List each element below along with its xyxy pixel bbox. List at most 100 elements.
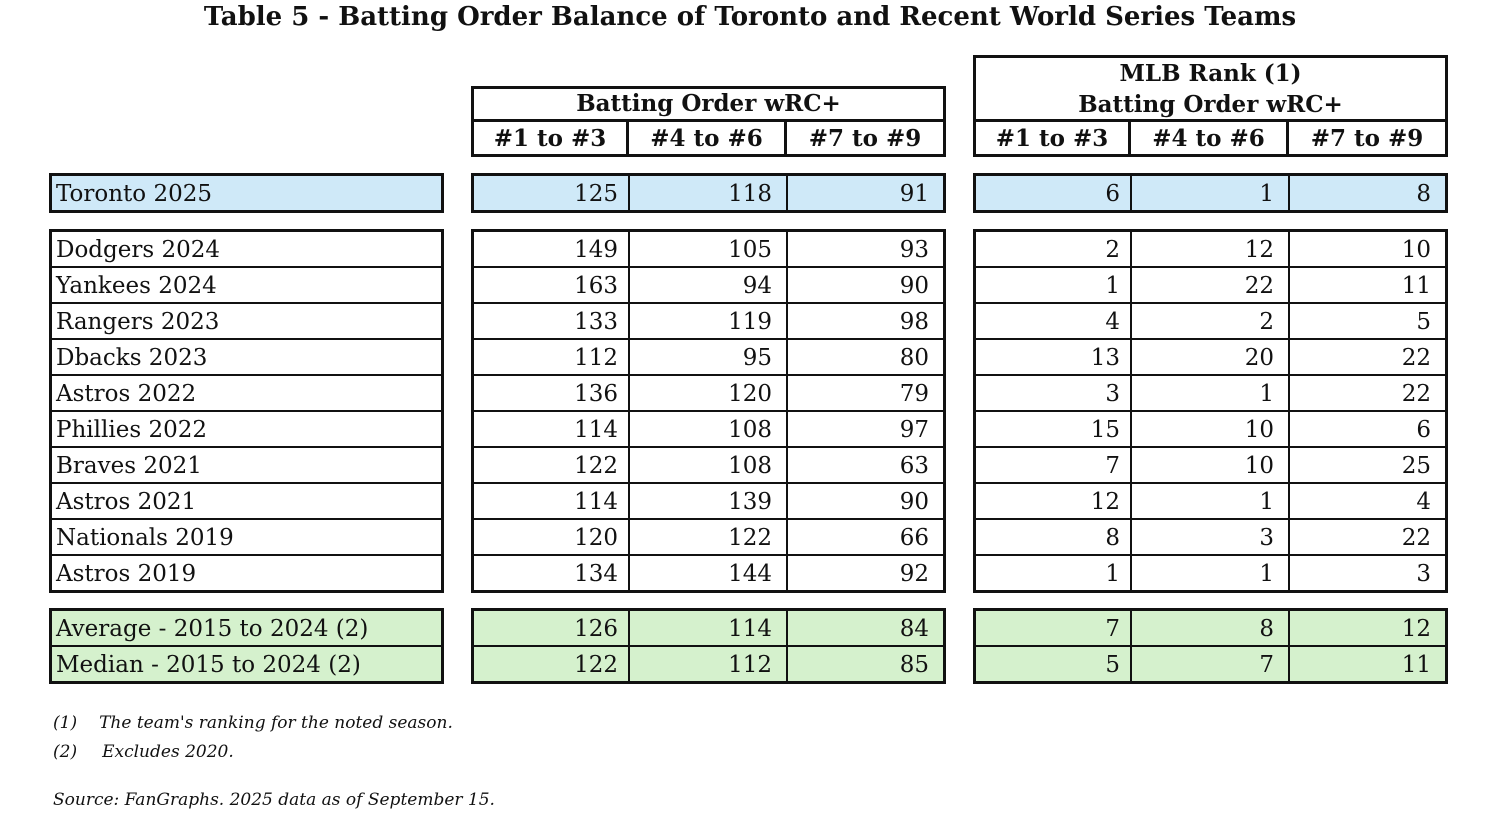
team-name: Median - 2015 to 2024 (2) xyxy=(56,652,361,678)
rank-value-3: 5 xyxy=(1288,304,1445,340)
rank-value-2: 2 xyxy=(1130,304,1288,340)
rank-value-3: 22 xyxy=(1288,520,1445,556)
wrc-value-2: 118 xyxy=(628,176,786,212)
summary-rank: 7 8 12 5 7 11 xyxy=(973,608,1448,684)
rank-value-1: 15 xyxy=(1090,417,1120,443)
table-row: 8 3 22 xyxy=(976,518,1445,556)
rank-value-3: 8 xyxy=(1288,176,1445,212)
team-name: Astros 2021 xyxy=(56,489,197,515)
wrc-col-header-1: #1 to #3 xyxy=(471,119,629,157)
team-name-row: Median - 2015 to 2024 (2) xyxy=(52,645,441,683)
wrc-value-1: 114 xyxy=(574,489,618,515)
wrc-group-label: Batting Order wRC+ xyxy=(576,90,841,117)
wrc-value-1: 133 xyxy=(574,309,618,335)
summary-names: Average - 2015 to 2024 (2) Median - 2015 … xyxy=(49,608,444,684)
rank-value-1: 12 xyxy=(1090,489,1120,515)
table-row: 136 120 79 xyxy=(474,374,943,412)
table-row: 1 22 11 xyxy=(976,266,1445,304)
rank-value-1: 5 xyxy=(1105,652,1120,678)
rank-value-3: 12 xyxy=(1288,611,1445,647)
rank-value-3: 11 xyxy=(1288,268,1445,304)
table-row: 125 118 91 xyxy=(474,176,943,212)
rank-value-2: 8 xyxy=(1130,611,1288,647)
table-row: 114 139 90 xyxy=(474,482,943,520)
wrc-value-3: 63 xyxy=(786,448,943,484)
table-row: 2 12 10 xyxy=(976,232,1445,268)
rank-group-label-2: Batting Order wRC+ xyxy=(1078,91,1343,118)
wrc-value-1: 149 xyxy=(574,237,618,263)
wrc-value-1: 114 xyxy=(574,417,618,443)
table-row: 3 1 22 xyxy=(976,374,1445,412)
table-row: 149 105 93 xyxy=(474,232,943,268)
teams-wrc: 149 105 93 163 94 90 133 119 98 112 95 80 136 120 79 11… xyxy=(471,229,946,593)
table-row: 15 10 6 xyxy=(976,410,1445,448)
team-name-row: Astros 2019 xyxy=(52,554,441,592)
wrc-value-2: 112 xyxy=(628,647,786,683)
rank-value-1: 3 xyxy=(1105,381,1120,407)
wrc-value-3: 97 xyxy=(786,412,943,448)
wrc-value-1: 122 xyxy=(574,453,618,479)
team-name-row: Dodgers 2024 xyxy=(52,232,441,268)
rank-col-header-3: #7 to #9 xyxy=(1286,119,1448,157)
wrc-value-3: 91 xyxy=(786,176,943,212)
rank-value-3: 11 xyxy=(1288,647,1445,683)
rank-value-2: 1 xyxy=(1130,556,1288,592)
team-name: Dbacks 2023 xyxy=(56,345,208,371)
rank-value-1: 13 xyxy=(1090,345,1120,371)
table-row: 112 95 80 xyxy=(474,338,943,376)
wrc-value-2: 94 xyxy=(628,268,786,304)
wrc-value-2: 105 xyxy=(628,232,786,268)
team-name-row: Astros 2022 xyxy=(52,374,441,412)
team-name: Astros 2022 xyxy=(56,381,197,407)
team-name-row: Astros 2021 xyxy=(52,482,441,520)
team-name-row: Rangers 2023 xyxy=(52,302,441,340)
table-row: 126 114 84 xyxy=(474,611,943,647)
table-row: 134 144 92 xyxy=(474,554,943,592)
wrc-value-1: 134 xyxy=(574,561,618,587)
wrc-value-3: 85 xyxy=(786,647,943,683)
team-name: Braves 2021 xyxy=(56,453,202,479)
rank-value-1: 7 xyxy=(1105,453,1120,479)
rank-value-2: 7 xyxy=(1130,647,1288,683)
team-name-row: Yankees 2024 xyxy=(52,266,441,304)
rank-value-2: 1 xyxy=(1130,376,1288,412)
rank-value-1: 1 xyxy=(1105,273,1120,299)
wrc-value-2: 144 xyxy=(628,556,786,592)
wrc-value-2: 108 xyxy=(628,412,786,448)
wrc-value-1: 122 xyxy=(574,652,618,678)
rank-value-1: 2 xyxy=(1105,237,1120,263)
rank-value-2: 10 xyxy=(1130,412,1288,448)
wrc-value-3: 80 xyxy=(786,340,943,376)
rank-value-1: 8 xyxy=(1105,525,1120,551)
wrc-group-header: Batting Order wRC+ xyxy=(471,86,946,122)
wrc-value-1: 136 xyxy=(574,381,618,407)
wrc-value-2: 95 xyxy=(628,340,786,376)
wrc-value-2: 108 xyxy=(628,448,786,484)
rank-value-2: 10 xyxy=(1130,448,1288,484)
wrc-value-3: 98 xyxy=(786,304,943,340)
rank-value-2: 1 xyxy=(1130,484,1288,520)
team-name: Yankees 2024 xyxy=(56,273,217,299)
wrc-value-1: 120 xyxy=(574,525,618,551)
teams-rank: 2 12 10 1 22 11 4 2 5 13 20 22 3 1 22 15 10 6 7 10 25 12 1 4 8 3 2… xyxy=(973,229,1448,593)
table-title: Table 5 - Batting Order Balance of Toron… xyxy=(203,2,1297,32)
table-row: 163 94 90 xyxy=(474,266,943,304)
teams-names: Dodgers 2024 Yankees 2024 Rangers 2023 Dbac… xyxy=(49,229,444,593)
rank-value-3: 10 xyxy=(1288,232,1445,268)
summary-wrc: 126 114 84 122 112 85 xyxy=(471,608,946,684)
wrc-value-2: 119 xyxy=(628,304,786,340)
wrc-value-3: 84 xyxy=(786,611,943,647)
team-name: Phillies 2022 xyxy=(56,417,207,443)
wrc-value-1: 163 xyxy=(574,273,618,299)
footnote-1: (1) The team's ranking for the noted seas… xyxy=(53,713,453,733)
team-name-row: Toronto 2025 xyxy=(52,176,441,212)
table-row: 122 112 85 xyxy=(474,645,943,683)
team-name-row: Phillies 2022 xyxy=(52,410,441,448)
rank-col-header-1: #1 to #3 xyxy=(973,119,1131,157)
wrc-value-1: 112 xyxy=(574,345,618,371)
wrc-value-3: 90 xyxy=(786,484,943,520)
footnote-2: (2) Excludes 2020. xyxy=(53,742,234,762)
